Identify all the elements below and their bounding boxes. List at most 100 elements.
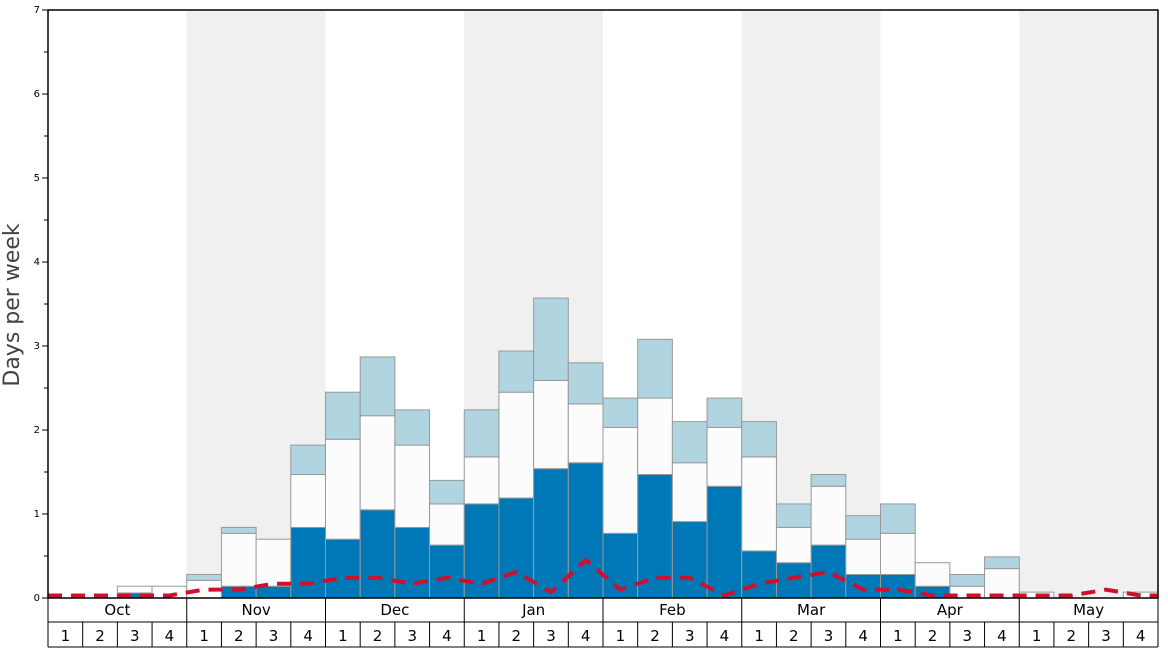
bar-segment xyxy=(498,350,535,393)
month-label: Apr xyxy=(937,601,964,619)
month-label: Feb xyxy=(659,601,686,619)
week-label: 4 xyxy=(997,627,1007,645)
bar-segment xyxy=(359,356,396,417)
week-label: 2 xyxy=(373,627,383,645)
bar-segment xyxy=(533,379,569,470)
bar-segment xyxy=(845,538,881,575)
week-label: 2 xyxy=(650,627,660,645)
week-label: 1 xyxy=(1032,627,1042,645)
y-tick-label: 1 xyxy=(34,509,40,520)
month-band xyxy=(880,10,1020,598)
week-label: 3 xyxy=(546,627,556,645)
y-ticks: 0 1 2 3 4 5 6 7 xyxy=(34,5,48,604)
bar-segment xyxy=(741,550,777,599)
week-label: 1 xyxy=(338,627,348,645)
bar-segment xyxy=(567,362,604,405)
bar-segment xyxy=(637,397,673,476)
bar-segment xyxy=(880,573,916,599)
bar-segment xyxy=(220,532,257,587)
week-label: 4 xyxy=(581,627,591,645)
dashed-trend-line xyxy=(48,557,1158,598)
bar-segment xyxy=(741,421,777,458)
month-label: Dec xyxy=(380,601,409,619)
bar-segment xyxy=(706,426,743,487)
bar-segment xyxy=(394,526,431,599)
bar-segment xyxy=(394,444,431,528)
bar-segment xyxy=(359,509,396,599)
bar-segment xyxy=(810,544,847,599)
week-label: 3 xyxy=(130,627,140,645)
bar-segment xyxy=(255,585,292,599)
week-label: 1 xyxy=(754,627,764,645)
week-label: 4 xyxy=(858,627,868,645)
week-label: 1 xyxy=(477,627,487,645)
y-axis-label: Days per week xyxy=(0,223,25,386)
month-label: Oct xyxy=(104,601,130,619)
y-tick-label: 3 xyxy=(34,341,40,352)
week-label: 2 xyxy=(1067,627,1077,645)
month-label: Mar xyxy=(797,601,826,619)
week-label: 4 xyxy=(165,627,175,645)
month-label: Jan xyxy=(521,601,545,619)
bar-segment xyxy=(429,479,465,505)
bar-segment xyxy=(637,338,673,399)
bar-segment xyxy=(359,415,396,511)
bar-segment xyxy=(949,573,986,587)
y-tick-label: 5 xyxy=(34,173,40,184)
y-tick-label: 4 xyxy=(34,257,40,268)
week-label: 2 xyxy=(95,627,105,645)
week-label: 4 xyxy=(442,627,452,645)
week-label: 2 xyxy=(512,627,522,645)
bar-segment xyxy=(290,474,326,528)
bar-segment xyxy=(325,538,361,599)
bar-segment xyxy=(671,521,708,599)
month-band xyxy=(48,10,187,598)
bar-segment xyxy=(325,438,361,540)
week-label: 4 xyxy=(720,627,730,645)
week-label: 3 xyxy=(269,627,279,645)
week-label: 3 xyxy=(685,627,695,645)
bars xyxy=(116,297,1159,599)
bar-segment xyxy=(498,391,535,499)
week-label: 3 xyxy=(962,627,972,645)
y-tick-label: 2 xyxy=(34,425,40,436)
bar-segment xyxy=(498,497,535,599)
week-label: 1 xyxy=(199,627,209,645)
bar-segment xyxy=(463,503,500,599)
x-axis: Oct Nov Dec Jan Feb Mar Apr May 1 2 3 4 1 2 3 4 1 2 3 4 1 2 3 4… xyxy=(47,598,1159,648)
week-label: 4 xyxy=(303,627,313,645)
month-label: Nov xyxy=(241,601,270,619)
bar-segment xyxy=(810,474,847,487)
bar-segment xyxy=(602,397,639,428)
bar-segment xyxy=(463,409,500,458)
week-label: 1 xyxy=(893,627,903,645)
week-label: 2 xyxy=(234,627,244,645)
bar-segment xyxy=(186,573,222,581)
bar-segment xyxy=(567,462,604,599)
bar-segment xyxy=(429,503,465,546)
bar-segment xyxy=(325,391,361,440)
bar-segment xyxy=(914,562,951,587)
bar-segment xyxy=(880,503,916,534)
bar-segment xyxy=(810,485,847,546)
week-label: 1 xyxy=(61,627,71,645)
week-label: 2 xyxy=(789,627,799,645)
bar-segment xyxy=(290,526,326,599)
trend-line xyxy=(48,557,1158,598)
bar-segment xyxy=(463,456,500,505)
y-tick-label: 7 xyxy=(34,5,40,16)
y-tick-label: 0 xyxy=(34,593,40,604)
month-label: May xyxy=(1073,601,1104,619)
month-band xyxy=(1019,10,1158,598)
bar-segment xyxy=(394,409,431,446)
bar-segment xyxy=(706,397,743,428)
y-tick-label: 6 xyxy=(34,89,40,100)
bar-segment xyxy=(290,444,326,476)
bar-segment xyxy=(845,573,881,599)
bar-segment xyxy=(880,532,916,575)
bar-segment xyxy=(533,297,569,381)
bar-segment xyxy=(706,485,743,599)
bar-segment xyxy=(775,562,812,599)
bar-segment xyxy=(775,503,812,528)
